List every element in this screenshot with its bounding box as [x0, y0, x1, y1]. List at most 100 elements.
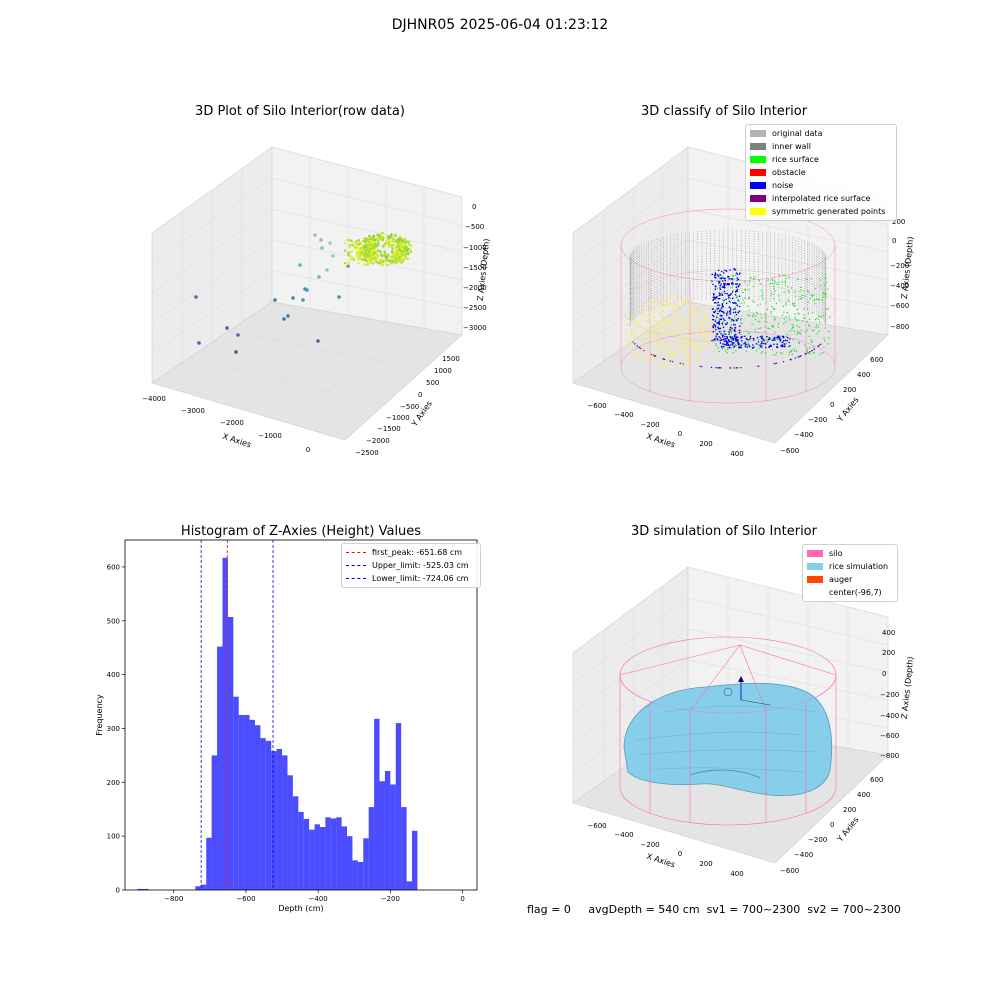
rice-surface-point — [731, 274, 733, 277]
rice-surface-point — [767, 336, 769, 339]
symmetric-point — [640, 343, 642, 346]
symmetric-point — [640, 319, 642, 322]
symmetric-point — [682, 341, 684, 344]
rice-surface-point — [807, 312, 810, 315]
symmetric-point — [682, 353, 685, 355]
raw-rice-cluster — [343, 231, 413, 267]
noise-point — [717, 275, 720, 277]
sv1-status: sv1 = 700~2300 — [706, 903, 801, 916]
noise-point — [730, 318, 733, 321]
symmetric-point — [704, 328, 707, 331]
rice-surface-point — [806, 321, 808, 323]
symmetric-point — [658, 326, 661, 328]
raw-cluster-point — [350, 239, 353, 243]
simulation-x-tick: −600 — [587, 822, 606, 830]
raw-point — [331, 254, 335, 258]
raw-point — [286, 314, 290, 318]
symmetric-point — [647, 351, 650, 354]
rice-surface-point — [809, 297, 812, 300]
symmetric-point — [705, 339, 708, 341]
rice-surface-point — [822, 296, 824, 299]
symmetric-point — [662, 324, 664, 327]
rice-surface-point — [804, 295, 806, 297]
symmetric-point — [671, 313, 674, 316]
raw-cluster-point — [348, 244, 352, 247]
rice-surface-point — [721, 317, 723, 319]
noise-point — [738, 329, 741, 332]
rice-surface-point — [771, 325, 774, 328]
rice-surface-point — [781, 281, 784, 283]
rice-surface-point — [825, 294, 827, 296]
raw-x-tick: 0 — [306, 446, 310, 454]
raw-cluster-point — [386, 238, 389, 242]
rice-surface-point — [717, 310, 719, 312]
symmetric-point — [675, 324, 677, 327]
symmetric-point — [673, 310, 675, 312]
symmetric-point — [636, 311, 639, 313]
rice-surface-point — [786, 286, 789, 288]
rice-surface-point — [823, 337, 825, 339]
rice-surface-point — [784, 284, 787, 286]
raw-cluster-point — [343, 242, 347, 245]
symmetric-point — [655, 328, 658, 331]
noise-point — [713, 276, 716, 278]
rice-surface-point — [785, 304, 787, 306]
raw-cluster-point — [348, 238, 351, 242]
symmetric-point — [689, 330, 691, 333]
raw-cluster-point — [391, 247, 395, 250]
noise-point — [727, 275, 729, 278]
rice-surface-point — [820, 352, 823, 354]
rice-surface-point — [760, 352, 762, 354]
rice-surface-point — [812, 346, 815, 348]
rice-surface-point — [788, 291, 790, 294]
rice-surface-point — [823, 346, 825, 348]
rice-surface-point — [809, 353, 811, 355]
symmetric-point — [673, 311, 675, 314]
symmetric-point — [689, 353, 692, 355]
noise-point — [726, 311, 729, 313]
raw-cluster-point — [363, 239, 367, 243]
raw-cluster-point — [400, 242, 404, 246]
noise-point — [716, 333, 719, 335]
rice-surface-point — [782, 341, 785, 343]
raw-cluster-point — [349, 258, 353, 261]
rice-surface-point — [798, 342, 800, 345]
symmetric-point — [630, 334, 632, 337]
rice-surface-point — [718, 317, 720, 320]
symmetric-point — [687, 355, 690, 358]
symmetric-point — [694, 304, 696, 307]
raw-y-tick: 0 — [418, 391, 422, 399]
symmetric-point — [690, 317, 693, 320]
symmetric-point — [686, 320, 689, 322]
symmetric-point — [671, 308, 674, 311]
noise-point — [728, 300, 731, 303]
rice-surface-point — [766, 340, 769, 343]
symmetric-point — [648, 331, 650, 334]
symmetric-point — [684, 354, 686, 357]
rice-surface-point — [757, 327, 760, 330]
symmetric-point — [648, 342, 651, 345]
rice-surface-point — [738, 300, 741, 303]
symmetric-point — [654, 320, 657, 322]
symmetric-point — [666, 305, 668, 308]
rice-surface-point — [745, 330, 748, 333]
legend-swatch — [807, 589, 823, 596]
symmetric-point — [700, 346, 703, 349]
legend-entry: silo — [807, 547, 893, 560]
classify-inner-wall-points — [629, 230, 827, 328]
rice-surface-point — [754, 318, 757, 321]
raw-cluster-point — [390, 250, 394, 254]
rice-surface-point — [825, 293, 827, 295]
rice-surface-point — [799, 295, 801, 297]
symmetric-point — [695, 349, 697, 352]
rice-surface-point — [726, 348, 729, 350]
raw-cluster-point — [392, 240, 395, 243]
symmetric-point — [668, 304, 671, 306]
symmetric-point — [679, 343, 681, 345]
raw-cluster-point — [394, 233, 397, 237]
rice-surface-point — [805, 278, 807, 280]
simulation-y-tick: 400 — [857, 791, 870, 799]
symmetric-point — [660, 364, 663, 367]
symmetric-point — [676, 321, 678, 324]
raw-cluster-point — [373, 245, 377, 249]
